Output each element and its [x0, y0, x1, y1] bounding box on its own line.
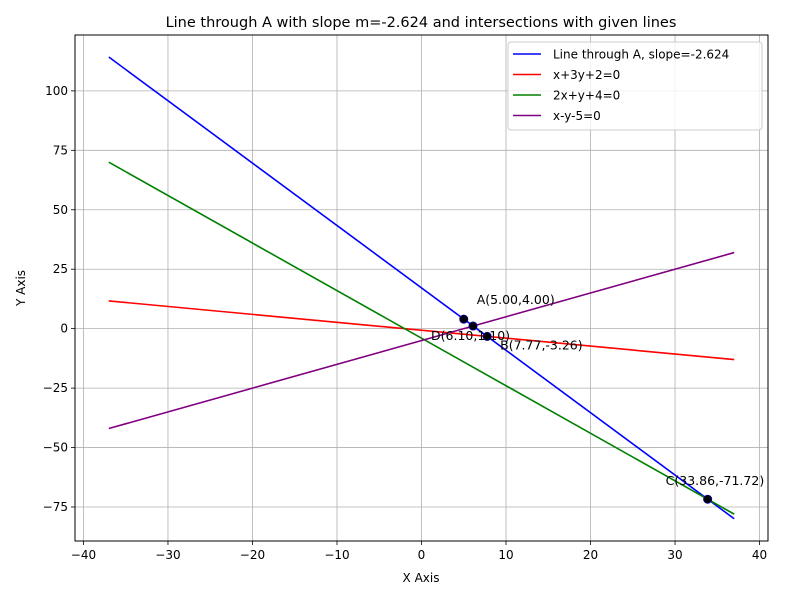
series-line-3 — [108, 161, 735, 515]
y-axis-label: Y Axis — [14, 270, 28, 307]
x-tick-label: −10 — [324, 548, 349, 562]
y-tick-label: 25 — [53, 262, 68, 276]
point-marker — [482, 331, 492, 341]
legend: Line through A, slope=-2.624 x+3y+2=0 2x+y… — [507, 41, 763, 131]
x-tick-label: −40 — [71, 548, 96, 562]
series-lines — [108, 56, 735, 520]
point-label: D(6.10,1.10) — [431, 328, 510, 343]
x-tick-label: −30 — [155, 548, 180, 562]
y-tick-label: 0 — [60, 322, 68, 336]
legend-entry: x-y-5=0 — [553, 109, 601, 123]
axis-ticks: −40 −30 −20 −10 0 10 20 30 40 −75 −50 −25 0 25 50 75 100 — [43, 84, 768, 562]
point-marker — [468, 321, 478, 331]
intersection-points: A(5.00,4.00) B(7.77,-3.26) C(33.86,-71.72)… — [431, 292, 765, 504]
x-axis-label: X Axis — [403, 571, 440, 585]
y-tick-label: 75 — [53, 143, 68, 157]
legend-entry: 2x+y+4=0 — [553, 89, 620, 103]
y-tick-label: 100 — [45, 84, 68, 98]
chart-title: Line through A with slope m=-2.624 and i… — [166, 15, 677, 31]
series-line-4 — [108, 251, 735, 430]
point-marker — [459, 314, 469, 324]
legend-box — [507, 41, 763, 131]
point-label: B(7.77,-3.26) — [500, 337, 582, 352]
x-tick-label: 20 — [583, 548, 598, 562]
x-tick-label: −20 — [240, 548, 265, 562]
series-line-2 — [108, 300, 735, 361]
legend-entry: Line through A, slope=-2.624 — [553, 48, 729, 62]
point-marker — [703, 494, 713, 504]
x-tick-label: 10 — [498, 548, 513, 562]
x-tick-label: 0 — [418, 548, 426, 562]
y-tick-label: 50 — [53, 203, 68, 217]
y-tick-label: −75 — [43, 500, 68, 514]
grid — [75, 35, 768, 541]
x-tick-label: 30 — [667, 548, 682, 562]
point-label: C(33.86,-71.72) — [666, 473, 765, 488]
y-tick-label: −50 — [43, 441, 68, 455]
point-label: A(5.00,4.00) — [477, 292, 555, 307]
legend-entry: x+3y+2=0 — [553, 68, 620, 82]
series-line-1 — [108, 56, 735, 520]
x-tick-label: 40 — [752, 548, 767, 562]
y-tick-label: −25 — [43, 381, 68, 395]
